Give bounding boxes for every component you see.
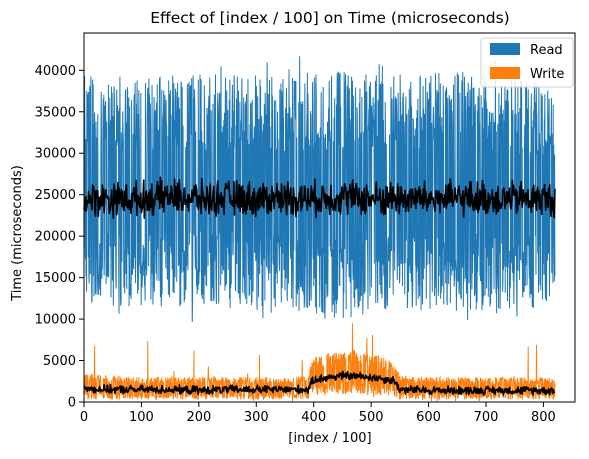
x-tick-label: 600 bbox=[416, 410, 441, 425]
legend: Read Write bbox=[480, 37, 574, 88]
legend-label-read: Read bbox=[530, 43, 563, 58]
series-mean-read bbox=[83, 176, 556, 219]
x-tick-label: 500 bbox=[359, 410, 384, 425]
x-tick-label: 300 bbox=[244, 410, 269, 425]
y-ticks: 0 5000 10000 15000 20000 25000 30000 35000 40000 bbox=[35, 64, 84, 411]
x-tick-label: 100 bbox=[129, 410, 154, 425]
x-tick-label: 200 bbox=[186, 410, 211, 425]
x-tick-label: 400 bbox=[301, 410, 326, 425]
y-tick-label: 0 bbox=[68, 396, 76, 411]
x-ticks: 0 100 200 300 400 500 600 700 800 bbox=[80, 402, 556, 425]
plot-area bbox=[83, 56, 556, 402]
series-band-read bbox=[83, 56, 556, 323]
y-tick-label: 30000 bbox=[35, 147, 76, 162]
axes: 0 100 200 300 400 500 600 700 800 0 5000 10000 1500… bbox=[35, 32, 576, 425]
y-tick-label: 10000 bbox=[35, 313, 76, 328]
legend-swatch-write bbox=[490, 67, 520, 79]
x-axis-label: [index / 100] bbox=[288, 431, 371, 446]
y-tick-label: 15000 bbox=[35, 271, 76, 286]
y-tick-label: 20000 bbox=[35, 230, 76, 245]
axes-frame bbox=[83, 32, 576, 403]
x-tick-label: 800 bbox=[531, 410, 556, 425]
y-axis-label: Time (microseconds) bbox=[10, 165, 25, 302]
chart-title: Effect of [index / 100] on Time (microse… bbox=[150, 9, 509, 27]
legend-swatch-read bbox=[490, 43, 520, 55]
legend-label-write: Write bbox=[530, 67, 564, 82]
series-mean-write bbox=[83, 370, 556, 396]
y-tick-label: 40000 bbox=[35, 64, 76, 79]
x-tick-label: 0 bbox=[80, 410, 88, 425]
y-tick-label: 5000 bbox=[43, 354, 76, 369]
x-tick-label: 700 bbox=[474, 410, 499, 425]
y-tick-label: 25000 bbox=[35, 188, 76, 203]
y-tick-label: 35000 bbox=[35, 105, 76, 120]
